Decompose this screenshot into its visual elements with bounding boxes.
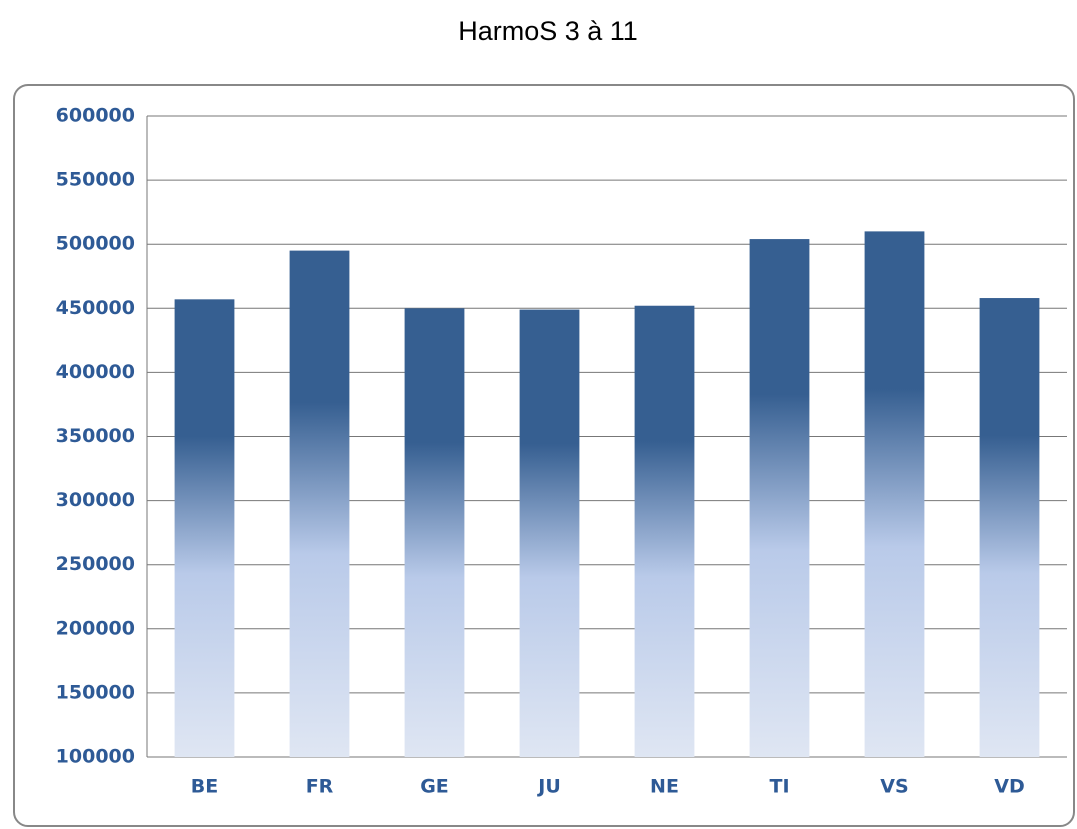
x-tick-label: GE <box>420 776 449 798</box>
bar <box>519 309 580 757</box>
x-tick-label: FR <box>306 776 334 798</box>
x-tick-label: JU <box>536 776 561 798</box>
x-tick-label: VS <box>880 776 908 798</box>
y-tick-label: 200000 <box>56 617 135 639</box>
bar <box>404 308 465 757</box>
bar <box>174 299 235 757</box>
y-tick-label: 400000 <box>56 361 135 383</box>
x-tick-label: VD <box>994 776 1024 798</box>
y-tick-label: 250000 <box>56 553 135 575</box>
x-tick-label: NE <box>650 776 679 798</box>
bar <box>979 298 1040 757</box>
bar <box>289 250 350 758</box>
bar <box>749 239 810 757</box>
y-tick-label: 450000 <box>56 297 135 319</box>
x-tick-label: TI <box>769 776 789 798</box>
bar <box>634 305 695 757</box>
y-tick-label: 350000 <box>56 425 135 447</box>
y-tick-label: 100000 <box>56 746 135 768</box>
x-tick-label: BE <box>191 776 218 798</box>
y-tick-label: 150000 <box>56 681 135 703</box>
y-tick-label: 550000 <box>56 169 135 191</box>
y-tick-label: 500000 <box>56 233 135 255</box>
bar <box>864 231 925 757</box>
y-tick-label: 600000 <box>56 105 135 127</box>
chart-title: HarmoS 3 à 11 <box>458 16 638 46</box>
y-tick-label: 300000 <box>56 489 135 511</box>
